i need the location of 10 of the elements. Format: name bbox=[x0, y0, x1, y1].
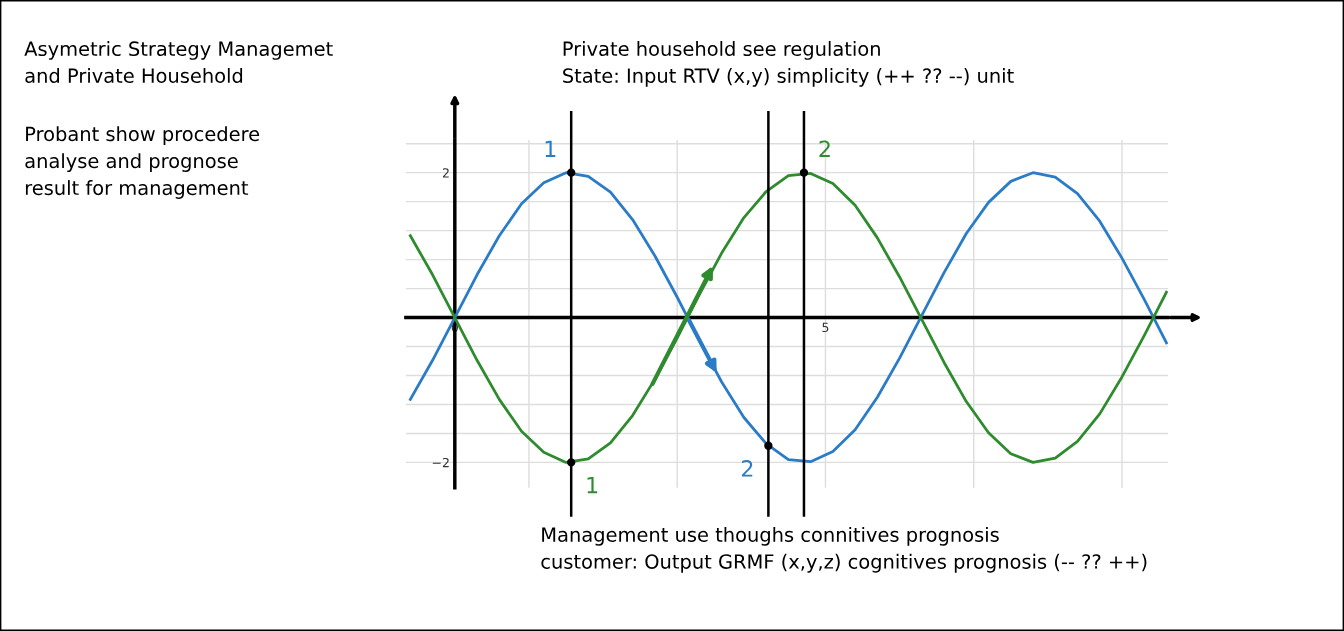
text: Management use thoughs connitives prognosis customer: Output GRMF (x,y,z) cognitives prognosis (-- ?? ++) bbox=[541, 526, 1147, 573]
annotation: 1 bbox=[545, 140, 556, 157]
annotation: 2 bbox=[819, 140, 830, 157]
text: Asymetric Strategy Managemet and Private Household bbox=[24, 41, 333, 84]
y-tick-label: −2 bbox=[432, 457, 449, 468]
text: Probant show procedere analyse and prognose result for management bbox=[25, 126, 260, 199]
annotation: 2 bbox=[741, 460, 753, 477]
x-tick-label: 5 bbox=[822, 322, 829, 333]
annotation: 1 bbox=[587, 476, 598, 494]
text: Private household see regulation State: Input RTV (x,y) simplicity (++ ?? --) unit bbox=[563, 41, 1014, 87]
